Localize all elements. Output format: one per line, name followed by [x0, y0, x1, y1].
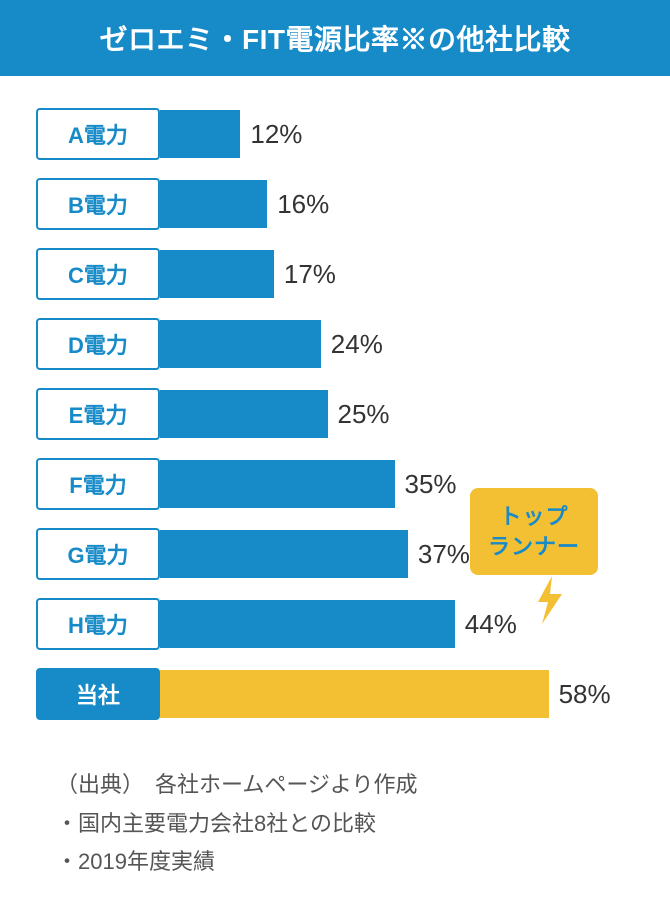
source-text: （出典） 各社ホームページより作成	[56, 766, 610, 805]
bar-fill	[160, 250, 274, 298]
bar-value: 44%	[465, 609, 517, 640]
bar-value: 37%	[418, 539, 470, 570]
footnote-1: ・国内主要電力会社8社との比較	[56, 805, 610, 844]
bar-chart: A電力 12% B電力 16% C電力 17% D電力 24% E電力 25% F電力 35% G電力 3…	[0, 76, 670, 766]
company-label: B電力	[36, 178, 160, 230]
footnote-2: ・2019年度実績	[56, 843, 610, 882]
callout-line1: トップ	[500, 504, 569, 529]
bar-row: A電力 12%	[36, 108, 634, 160]
company-label: D電力	[36, 318, 160, 370]
company-label: G電力	[36, 528, 160, 580]
bar-value: 12%	[250, 119, 302, 150]
chart-title: ゼロエミ・FIT電源比率※の他社比較	[100, 18, 571, 58]
bar-row: C電力 17%	[36, 248, 634, 300]
bar-row: E電力 25%	[36, 388, 634, 440]
bar-fill	[160, 670, 549, 718]
bar-value: 16%	[277, 189, 329, 220]
company-label: F電力	[36, 458, 160, 510]
bar-row: D電力 24%	[36, 318, 634, 370]
company-label: 当社	[36, 668, 160, 720]
bar-row: 当社 58%	[36, 668, 634, 720]
bar-value: 35%	[405, 469, 457, 500]
bar-value: 24%	[331, 329, 383, 360]
callout-line2: ランナー	[488, 534, 580, 559]
top-runner-callout: トップ ランナー	[470, 488, 598, 575]
company-label: H電力	[36, 598, 160, 650]
bar-fill	[160, 320, 321, 368]
chart-footer: （出典） 各社ホームページより作成 ・国内主要電力会社8社との比較 ・2019年…	[0, 766, 670, 882]
bar-row: B電力 16%	[36, 178, 634, 230]
bar-fill	[160, 460, 395, 508]
bar-fill	[160, 530, 408, 578]
lightning-bolt-icon	[534, 576, 566, 624]
company-label: C電力	[36, 248, 160, 300]
bar-fill	[160, 110, 240, 158]
bar-value: 25%	[338, 399, 390, 430]
company-label: E電力	[36, 388, 160, 440]
bar-value: 17%	[284, 259, 336, 290]
company-label: A電力	[36, 108, 160, 160]
bar-fill	[160, 600, 455, 648]
bar-fill	[160, 390, 328, 438]
bar-value: 58%	[559, 679, 611, 710]
bar-fill	[160, 180, 267, 228]
chart-title-banner: ゼロエミ・FIT電源比率※の他社比較	[0, 0, 670, 76]
